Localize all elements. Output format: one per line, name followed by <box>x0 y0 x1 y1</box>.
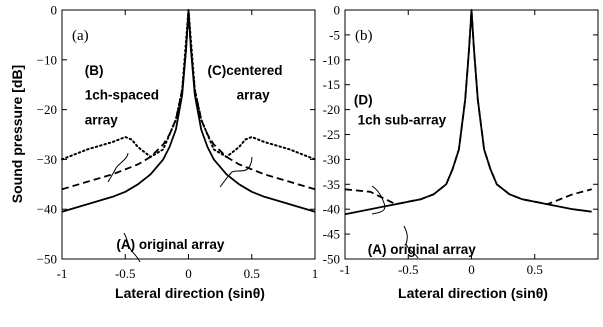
leader-line-b <box>107 152 129 183</box>
y-tick-label: -20 <box>323 102 340 117</box>
x-tick-label: -0.5 <box>398 262 419 277</box>
leader-line-d <box>371 185 386 215</box>
panel-b-series <box>344 9 592 216</box>
panel-a-frame <box>61 9 316 260</box>
panel-b-chart: -1 -0.5 0 0.5 0 -5 -10 -15 -20 -25 -30 -35 -40 -45 -50… <box>323 3 599 277</box>
annotation-label: (A) original array <box>368 242 477 257</box>
y-tick-label: -5 <box>329 27 340 42</box>
leader-line-c <box>219 156 253 188</box>
y-tick-label: -25 <box>323 127 340 142</box>
y-tick-label: −20 <box>37 102 57 117</box>
x-axis-label-b: Lateral direction (sinθ) <box>398 285 548 301</box>
panel-a-label: (a) <box>72 28 89 44</box>
x-tick-label: 1 <box>312 266 319 281</box>
x-tick-label: 0.5 <box>527 262 543 277</box>
x-tick-label: -0.5 <box>115 266 136 281</box>
y-tick-label: -15 <box>323 77 340 92</box>
y-tick-label: −40 <box>37 202 57 217</box>
annotation-label: 1ch-spaced <box>85 88 159 103</box>
panel-b-frame <box>344 9 599 260</box>
panel-a-annotations: (B) 1ch-spaced array (C)centered array (A) or… <box>85 63 283 252</box>
leader-line-a2 <box>403 225 419 259</box>
x-tick-label: -1 <box>57 266 68 281</box>
y-tick-label: -10 <box>323 52 340 67</box>
y-tick-label: -30 <box>323 152 340 167</box>
y-tick-label: -40 <box>323 202 340 217</box>
panel-b-leader-lines <box>371 185 419 259</box>
y-tick-label: -50 <box>323 252 340 267</box>
panel-b-ticks: -1 -0.5 0 0.5 0 -5 -10 -15 -20 -25 -30 -35 -40 -45 -50 <box>323 3 598 277</box>
panel-a-series <box>61 9 316 213</box>
y-tick-label: -35 <box>323 177 340 192</box>
leader-line-a <box>123 232 141 263</box>
annotation-label: (B) <box>85 63 104 78</box>
panel-b-annotations: (D) 1ch sub-array (A) original array <box>354 93 476 257</box>
y-tick-label: −50 <box>37 252 57 267</box>
series-line <box>61 9 316 161</box>
panel-a-leader-lines <box>107 152 253 263</box>
y-tick-label: -45 <box>323 227 340 242</box>
series-line <box>61 9 316 213</box>
panel-a-ticks: -1 -0.5 0 0.5 1 0 −10 −20 −30 −40 −50 <box>37 3 319 282</box>
annotation-label: (D) <box>354 93 373 108</box>
series-line <box>344 9 592 206</box>
annotation-label: array <box>237 88 271 103</box>
y-tick-label: 0 <box>51 3 58 18</box>
panel-b-label: (b) <box>355 28 373 44</box>
y-tick-label: −30 <box>37 152 57 167</box>
annotation-label: (A) original array <box>116 237 225 252</box>
annotation-label: 1ch sub-array <box>358 113 447 128</box>
y-tick-label: 0 <box>334 3 341 18</box>
x-axis-label-a: Lateral direction (sinθ) <box>115 285 265 301</box>
x-tick-label: 0.5 <box>244 266 260 281</box>
panel-a-chart: -1 -0.5 0 0.5 1 0 −10 −20 −30 −40 −50 (a) (B) 1ch-s… <box>37 3 319 282</box>
x-tick-label: 0 <box>468 262 475 277</box>
annotation-label: (C)centered <box>207 63 282 78</box>
annotation-label: array <box>85 113 119 128</box>
y-tick-label: −10 <box>37 52 57 67</box>
x-tick-label: -1 <box>340 262 351 277</box>
y-axis-label: Sound pressure [dB] <box>9 65 25 203</box>
x-tick-label: 0 <box>185 266 192 281</box>
